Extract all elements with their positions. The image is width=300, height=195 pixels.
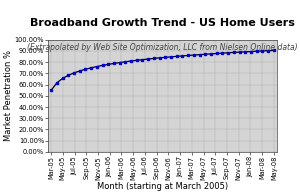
- Title: Broadband Growth Trend - US Home Users: Broadband Growth Trend - US Home Users: [30, 18, 295, 28]
- Y-axis label: Market Penetration %: Market Penetration %: [4, 50, 13, 141]
- X-axis label: Month (starting at March 2005): Month (starting at March 2005): [97, 182, 228, 191]
- Text: (Extrapolated by Web Site Optimization, LLC from Nielsen Online data): (Extrapolated by Web Site Optimization, …: [27, 43, 298, 52]
